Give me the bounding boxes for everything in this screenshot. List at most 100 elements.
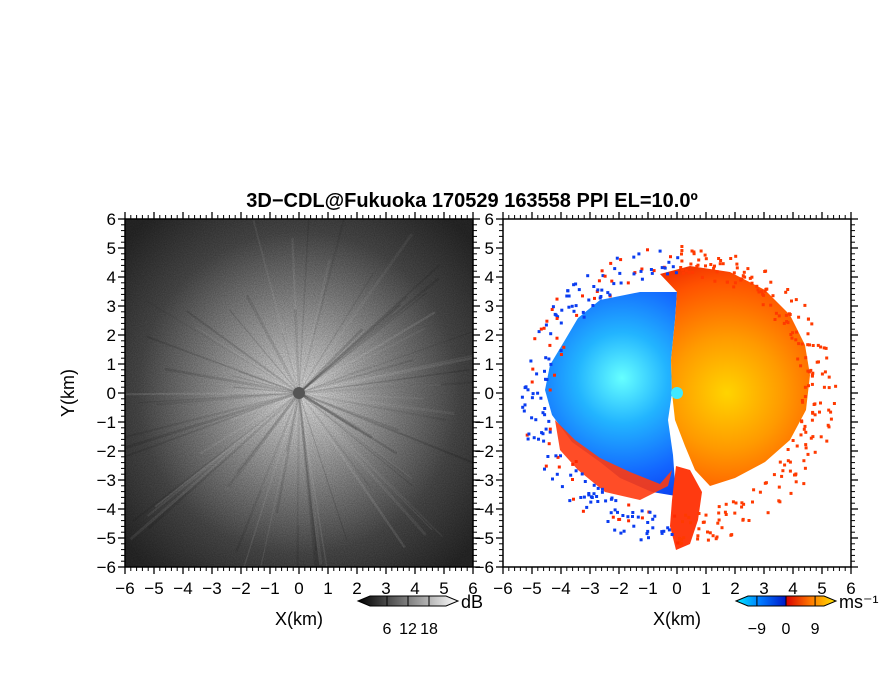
velocity-speck	[581, 310, 585, 314]
velocity-speck	[611, 515, 615, 519]
y-tick-label: 4	[107, 268, 116, 287]
velocity-speck	[680, 249, 684, 252]
velocity-speck	[527, 432, 531, 436]
velocity-speck	[813, 413, 817, 417]
velocity-speck	[809, 368, 813, 372]
colorbar-unit-ms: ms⁻¹	[839, 592, 879, 612]
velocity-speck	[699, 249, 703, 253]
velocity-speck	[543, 467, 546, 471]
velocity-speck	[801, 400, 805, 404]
velocity-speck	[681, 271, 685, 275]
velocity-speck	[680, 252, 683, 256]
x-tick-label: −6	[115, 579, 134, 598]
velocity-speck	[756, 288, 760, 292]
velocity-speck	[574, 282, 578, 286]
velocity-speck	[680, 259, 684, 263]
backscatter-colorbar: 6 12 18 dB	[356, 592, 483, 638]
velocity-speck	[548, 430, 552, 434]
velocity-speck	[761, 303, 765, 307]
velocity-speck	[549, 332, 553, 336]
velocity-speck	[539, 396, 543, 400]
velocity-speck	[824, 346, 828, 350]
velocity-speck	[610, 279, 614, 283]
colorbar-tick-label: 0	[782, 621, 791, 638]
velocity-speck	[803, 385, 807, 389]
velocity-speck	[724, 502, 728, 506]
velocity-speck	[794, 338, 798, 342]
x-tick-label: 3	[759, 579, 768, 598]
velocity-speck	[797, 342, 801, 346]
velocity-speck	[800, 399, 804, 402]
x-tick-label: −3	[580, 579, 599, 598]
velocity-speck	[577, 288, 581, 292]
velocity-speck	[689, 521, 693, 525]
y-tick-label: −3	[97, 471, 116, 490]
velocity-speck	[600, 487, 604, 491]
velocity-speck	[780, 474, 784, 478]
velocity-speck	[646, 248, 649, 252]
velocity-speck	[714, 537, 718, 541]
velocity-speck	[595, 495, 599, 498]
velocity-speck	[632, 272, 636, 276]
velocity-speck	[599, 295, 603, 298]
velocity-speck	[660, 531, 664, 535]
velocity-speck	[544, 464, 548, 468]
velocity-speck	[621, 514, 625, 517]
velocity-speck	[777, 314, 781, 318]
velocity-speck	[692, 250, 696, 254]
velocity-speck	[822, 346, 826, 350]
velocity-speck	[581, 294, 584, 298]
x-tick-label: 6	[846, 579, 855, 598]
velocity-speck	[676, 256, 680, 260]
velocity-speck	[806, 452, 810, 456]
velocity-speck	[809, 436, 813, 440]
velocity-speck	[524, 385, 528, 389]
velocity-speck	[614, 499, 618, 503]
velocity-speck	[804, 443, 808, 447]
velocity-speck	[729, 257, 733, 260]
velocity-speck	[718, 262, 722, 266]
velocity-speck	[680, 541, 684, 545]
velocity-speck	[636, 515, 640, 519]
velocity-speck	[742, 270, 746, 274]
velocity-speck	[690, 249, 694, 253]
x-tick-label: 3	[381, 579, 390, 598]
velocity-speck	[555, 472, 559, 476]
velocity-speck	[606, 520, 610, 523]
velocity-speck	[666, 272, 669, 276]
velocity-speck	[786, 448, 790, 451]
velocity-speck	[810, 322, 814, 326]
velocity-speck	[582, 495, 586, 499]
velocity-speck	[795, 444, 799, 448]
y-tick-label: 2	[485, 326, 494, 345]
velocity-speck	[811, 344, 815, 347]
velocity-speck	[800, 419, 804, 423]
velocity-speck	[763, 481, 767, 485]
velocity-speck	[804, 356, 808, 360]
velocity-speck	[562, 345, 566, 349]
velocity-speck	[596, 486, 600, 490]
x-tick-label: 1	[323, 579, 332, 598]
velocity-speck	[802, 482, 806, 486]
velocity-speck	[703, 253, 707, 257]
velocity-speck	[724, 513, 728, 516]
velocity-speck	[777, 485, 781, 489]
velocity-speck	[653, 514, 657, 518]
x-tick-label: −2	[231, 579, 250, 598]
velocity-field	[520, 245, 838, 550]
velocity-speck	[769, 280, 773, 284]
y-tick-label: −2	[475, 442, 494, 461]
colorbar-tick-label: 9	[811, 621, 820, 638]
velocity-speck	[742, 502, 746, 506]
velocity-speck	[574, 460, 578, 463]
velocity-speck	[547, 419, 551, 423]
y-tick-label: 5	[485, 239, 494, 258]
velocity-speck	[794, 298, 798, 302]
velocity-speck	[712, 266, 716, 270]
velocity-speck	[530, 396, 534, 400]
velocity-speck	[572, 283, 576, 287]
velocity-speck	[550, 308, 554, 311]
velocity-speck	[704, 513, 708, 517]
x-tick-label: 4	[788, 579, 797, 598]
velocity-speck	[764, 269, 768, 273]
